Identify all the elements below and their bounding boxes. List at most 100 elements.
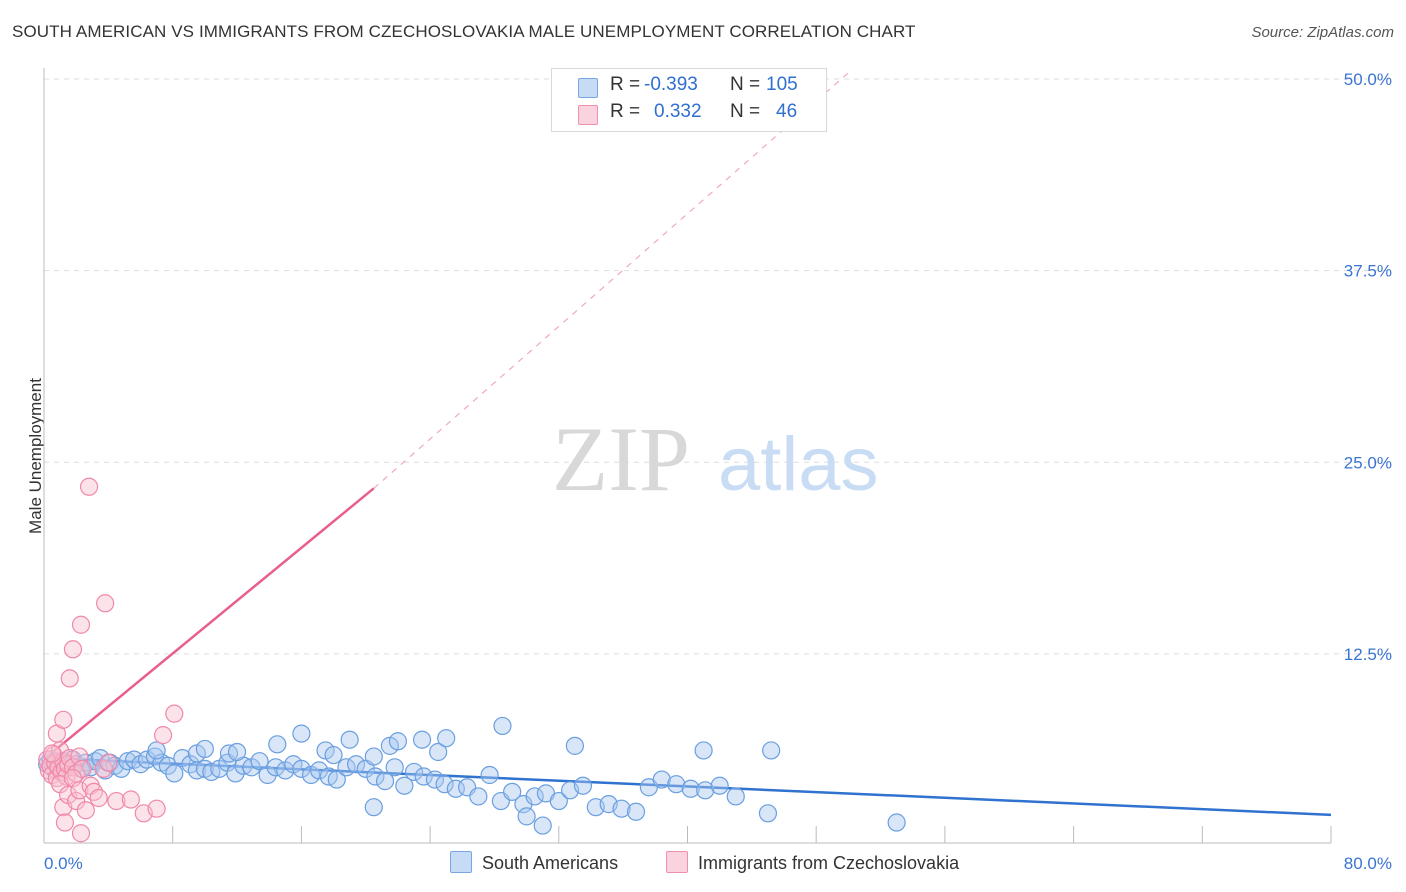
point-south-american: [250, 752, 269, 771]
point-czechoslovakia: [63, 640, 83, 659]
n-label: N =: [730, 101, 761, 122]
point-south-american: [268, 735, 287, 754]
watermark-atlas: atlas: [718, 422, 879, 507]
y-tick-label: 25.0%: [1344, 453, 1392, 472]
point-czechoslovakia: [165, 704, 184, 723]
point-south-american: [726, 787, 745, 806]
legend-label: Immigrants from Czechoslovakia: [698, 853, 960, 873]
trend-lines: [46, 72, 1332, 817]
point-czechoslovakia: [70, 781, 89, 800]
point-south-american: [710, 776, 729, 795]
point-czechoslovakia: [96, 594, 115, 613]
point-south-american: [429, 742, 448, 762]
point-south-american: [626, 802, 646, 821]
x-tick-label: 80.0%: [1344, 854, 1392, 873]
point-czechoslovakia: [60, 669, 79, 688]
point-south-american: [375, 772, 395, 791]
point-south-american: [309, 761, 329, 780]
stats-legend: R = -0.393 N = 105 R = 0.332 N = 46: [551, 68, 827, 132]
point-south-american: [292, 724, 311, 743]
watermark-zip: ZIP: [552, 408, 690, 510]
point-czechoslovakia: [54, 710, 73, 729]
y-tick-label: 50.0%: [1344, 70, 1392, 89]
point-south-american: [366, 767, 385, 786]
y-tick-label: 12.5%: [1344, 645, 1392, 664]
point-south-american: [364, 798, 383, 817]
r-label: R =: [610, 101, 641, 122]
swatch-blue: [578, 78, 598, 98]
point-czechoslovakia: [99, 753, 118, 772]
point-czechoslovakia: [73, 759, 92, 778]
point-south-american: [131, 755, 150, 774]
point-south-american: [480, 765, 499, 785]
point-south-american: [887, 813, 906, 832]
point-south-american: [412, 730, 432, 749]
point-south-american: [652, 770, 671, 789]
grid: [44, 78, 1392, 655]
point-south-american: [425, 770, 445, 789]
point-south-american: [414, 767, 433, 786]
point-south-american: [404, 762, 424, 782]
point-czechoslovakia: [55, 813, 75, 832]
point-south-american: [395, 776, 414, 795]
point-south-american: [385, 758, 404, 777]
r-label: R =: [610, 74, 641, 95]
source-label: Source: ZipAtlas.com: [1251, 24, 1394, 41]
point-south-american: [324, 745, 343, 765]
point-south-american: [292, 759, 311, 778]
point-south-american: [493, 716, 512, 736]
point-south-american: [437, 729, 456, 748]
point-czechoslovakia: [79, 477, 99, 496]
point-south-american: [565, 736, 584, 755]
n-label: N =: [730, 74, 761, 95]
point-south-american: [165, 764, 184, 783]
point-czechoslovakia: [94, 759, 113, 778]
point-south-american: [612, 799, 631, 818]
point-czechoslovakia: [153, 726, 173, 745]
point-czechoslovakia: [89, 788, 108, 808]
point-south-american: [364, 747, 383, 766]
point-south-american: [327, 770, 346, 789]
point-czechoslovakia: [121, 790, 140, 809]
point-south-american: [388, 732, 408, 751]
point-south-american: [696, 781, 715, 800]
point-czechoslovakia: [84, 782, 103, 801]
point-czechoslovakia: [71, 824, 91, 843]
point-south-american: [533, 816, 552, 835]
point-south-american: [195, 739, 214, 759]
axes: [43, 68, 1332, 844]
x-tick-label: 0.0%: [44, 854, 83, 873]
y-tick-label: 37.5%: [1344, 262, 1392, 281]
stats-row-south-americans: R = -0.393 N = 105: [552, 74, 826, 100]
r-value: -0.393: [644, 74, 698, 95]
point-south-american: [124, 750, 144, 769]
point-czechoslovakia: [76, 801, 95, 820]
point-south-american: [694, 741, 713, 760]
point-south-american: [525, 787, 544, 806]
point-south-american: [147, 741, 166, 760]
point-south-american: [469, 787, 488, 806]
point-south-american: [517, 807, 536, 826]
data-points: [38, 477, 906, 843]
point-south-american: [667, 775, 686, 794]
chart-title: SOUTH AMERICAN VS IMMIGRANTS FROM CZECHO…: [12, 22, 916, 41]
legend-label: South Americans: [482, 853, 619, 873]
trend-line-czechoslovakia: [46, 487, 375, 758]
n-value: 46: [776, 101, 798, 122]
point-czechoslovakia: [71, 615, 91, 634]
r-value: 0.332: [654, 101, 702, 122]
tick-labels: 12.5% 25.0% 37.5% 50.0% 0.0% 80.0%: [44, 70, 1392, 873]
legend-czechoslovakia: Immigrants from Czechoslovakia: [666, 851, 959, 877]
point-czechoslovakia: [42, 744, 62, 763]
point-czechoslovakia: [147, 799, 166, 818]
n-value: 105: [766, 74, 798, 95]
point-south-american: [346, 755, 366, 774]
legend-swatch-blue: [450, 851, 472, 873]
point-south-american: [227, 742, 247, 762]
point-czechoslovakia: [107, 791, 126, 811]
point-south-american: [573, 776, 593, 795]
swatch-pink: [578, 105, 598, 125]
point-south-american: [503, 782, 522, 801]
trend-line-extension-czechoslovakia: [373, 72, 849, 489]
